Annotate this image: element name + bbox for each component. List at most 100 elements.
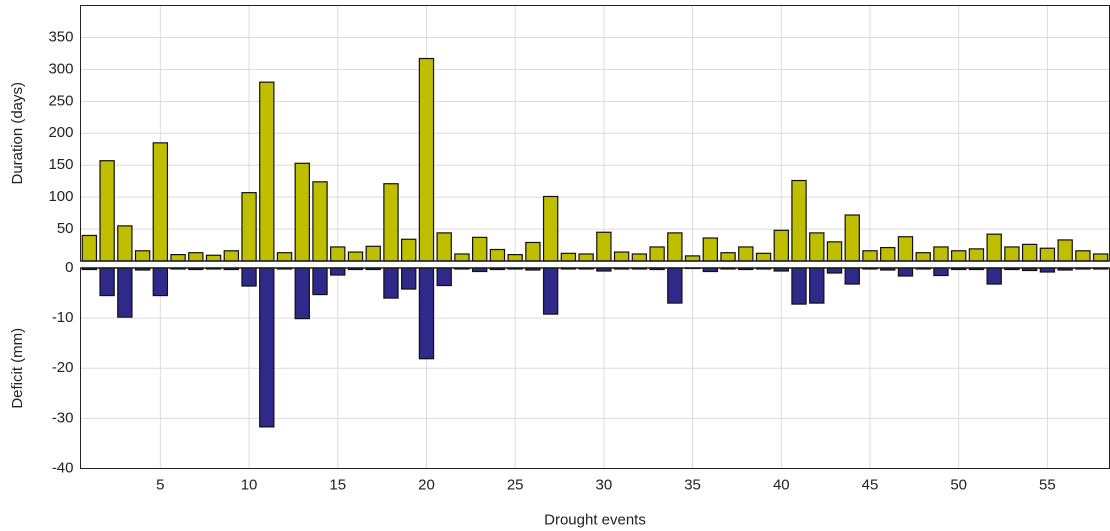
bar [81, 234, 98, 262]
bar [401, 267, 417, 290]
y-tick-label: -20 [52, 359, 74, 376]
bar [880, 246, 896, 262]
x-tick-label: 40 [773, 476, 790, 493]
y-tick-label: 100 [48, 188, 73, 205]
bar [223, 250, 239, 262]
y-axis-title: Duration (days) [9, 82, 26, 185]
bar [99, 160, 115, 262]
bar [99, 267, 115, 297]
bar [259, 267, 275, 428]
bar [241, 192, 257, 262]
bar [915, 252, 931, 262]
x-tick-label: 30 [596, 476, 613, 493]
bar [259, 81, 275, 262]
bar [1039, 247, 1056, 262]
bar [791, 179, 807, 262]
bar [365, 245, 381, 262]
bar [312, 267, 328, 296]
bar [188, 252, 204, 262]
x-tick-label: 45 [862, 476, 879, 493]
y-tick-label: 200 [48, 124, 73, 141]
bar [1004, 246, 1020, 262]
y-tick-label: -40 [52, 459, 74, 476]
bar [560, 252, 577, 262]
bar [578, 253, 594, 262]
bar [755, 252, 772, 262]
bar [330, 246, 346, 262]
bar [667, 267, 683, 304]
bar [933, 267, 949, 277]
bar [1092, 253, 1109, 262]
bar [720, 252, 736, 262]
bar [436, 267, 452, 287]
bar [738, 246, 754, 262]
bar [809, 267, 825, 304]
x-axis-title: Drought events [544, 511, 646, 528]
bar [1075, 250, 1091, 262]
bar [933, 246, 949, 262]
y-tick-label: 300 [48, 60, 73, 77]
y-tick-label: 50 [57, 220, 74, 237]
bar [862, 250, 878, 262]
bar [170, 254, 186, 262]
bar [596, 231, 612, 262]
bar [809, 232, 825, 262]
x-tick-label: 25 [507, 476, 524, 493]
bar [117, 225, 133, 262]
bar [826, 267, 843, 274]
bar [347, 251, 364, 262]
x-tick-label: 20 [418, 476, 435, 493]
y-axis-title: Deficit (mm) [9, 328, 26, 409]
bar [986, 267, 1002, 285]
bar [968, 248, 985, 262]
x-tick-label: 55 [1039, 476, 1056, 493]
bar [844, 267, 860, 285]
y-tick-label: 0 [65, 259, 73, 276]
bar [276, 252, 293, 262]
bar [294, 267, 310, 320]
bar [401, 238, 417, 262]
bar [330, 267, 346, 276]
bar [667, 232, 683, 262]
bar [241, 267, 257, 287]
bar [471, 236, 488, 262]
bar [205, 254, 222, 262]
bar [152, 142, 169, 262]
bar [454, 253, 470, 262]
x-tick-label: 50 [950, 476, 967, 493]
bar [684, 255, 701, 262]
bar [436, 232, 452, 262]
bar [649, 246, 665, 262]
x-tick-label: 15 [329, 476, 346, 493]
bar [418, 267, 435, 360]
bar [542, 195, 559, 262]
y-tick-label: -10 [52, 309, 74, 326]
bar [631, 253, 648, 262]
x-tick-label: 10 [241, 476, 258, 493]
bar [791, 267, 807, 305]
y-tick-label: 250 [48, 92, 73, 109]
bar [951, 250, 967, 262]
bar [507, 254, 523, 262]
bar [418, 57, 435, 262]
bar [826, 241, 843, 262]
bar [986, 233, 1002, 262]
bar [525, 241, 541, 262]
bar [897, 236, 914, 262]
bar [844, 214, 860, 262]
bar [1021, 243, 1038, 262]
bar [383, 183, 399, 262]
bar [134, 250, 151, 262]
bar [383, 267, 399, 299]
bar [897, 267, 914, 277]
bar [117, 267, 133, 318]
bar [312, 181, 328, 262]
bar [294, 162, 310, 262]
bar [613, 251, 630, 262]
y-tick-label: -30 [52, 409, 74, 426]
x-tick-label: 35 [684, 476, 701, 493]
bar [1057, 239, 1073, 262]
bar [773, 229, 789, 262]
bar [489, 248, 506, 262]
